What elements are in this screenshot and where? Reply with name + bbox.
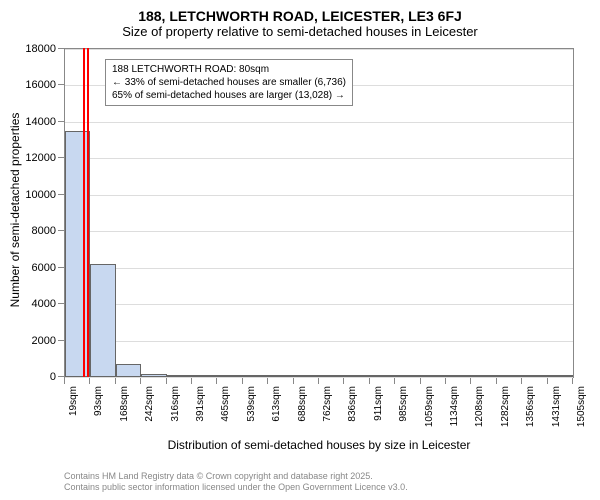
gridline [65, 304, 573, 305]
x-tick-mark [89, 378, 90, 384]
chart-title: 188, LETCHWORTH ROAD, LEICESTER, LE3 6FJ [0, 0, 600, 24]
x-tick-label: 762sqm [322, 386, 333, 422]
x-tick-label: 19sqm [68, 386, 79, 416]
x-tick-label: 465sqm [220, 386, 231, 422]
chart-container: 188, LETCHWORTH ROAD, LEICESTER, LE3 6FJ… [0, 0, 600, 500]
x-tick-mark [394, 378, 395, 384]
x-tick-mark [64, 378, 65, 384]
y-tick-label: 4000 [6, 298, 56, 310]
x-tick-label: 688sqm [297, 386, 308, 422]
gridline [65, 341, 573, 342]
x-tick-mark [115, 378, 116, 384]
y-tick-label: 8000 [6, 225, 56, 237]
x-tick-label: 1431sqm [551, 386, 562, 427]
histogram-bar [548, 375, 573, 377]
y-tick-label: 12000 [6, 152, 56, 164]
y-tick-label: 10000 [6, 189, 56, 201]
y-tick-label: 2000 [6, 335, 56, 347]
footer-line-1: Contains HM Land Registry data © Crown c… [64, 471, 408, 483]
histogram-bar [421, 375, 446, 377]
x-tick-label: 911sqm [373, 386, 384, 421]
x-tick-mark [547, 378, 548, 384]
histogram-bar [192, 375, 217, 377]
histogram-bar [497, 375, 522, 377]
gridline [65, 122, 573, 123]
y-tick-label: 0 [6, 371, 56, 383]
y-tick-label: 6000 [6, 262, 56, 274]
histogram-bar [522, 375, 547, 377]
histogram-bar [141, 374, 166, 377]
x-tick-label: 168sqm [119, 386, 130, 422]
x-tick-mark [420, 378, 421, 384]
histogram-bar [217, 375, 242, 377]
x-tick-label: 1356sqm [525, 386, 536, 427]
x-tick-mark [242, 378, 243, 384]
x-tick-mark [369, 378, 370, 384]
y-tick-label: 16000 [6, 79, 56, 91]
gridline [65, 49, 573, 50]
histogram-bar [446, 375, 471, 377]
x-tick-label: 1282sqm [500, 386, 511, 427]
x-tick-mark [293, 378, 294, 384]
gridline [65, 158, 573, 159]
x-tick-mark [445, 378, 446, 384]
x-tick-mark [470, 378, 471, 384]
histogram-bar [116, 364, 141, 377]
x-tick-mark [343, 378, 344, 384]
x-axis-label: Distribution of semi-detached houses by … [64, 438, 574, 452]
histogram-bar [344, 375, 369, 377]
histogram-bar [370, 375, 395, 377]
histogram-bar [471, 375, 496, 377]
gridline [65, 268, 573, 269]
x-tick-label: 1134sqm [449, 386, 460, 426]
histogram-bar [395, 375, 420, 377]
x-tick-mark [191, 378, 192, 384]
gridline [65, 231, 573, 232]
annotation-line: ← 33% of semi-detached houses are smalle… [112, 76, 346, 89]
gridline [65, 195, 573, 196]
x-tick-mark [267, 378, 268, 384]
x-tick-label: 1059sqm [424, 386, 435, 427]
y-axis: 0200040006000800010000120001400016000180… [0, 48, 64, 378]
chart-subtitle: Size of property relative to semi-detach… [0, 24, 600, 43]
x-tick-label: 985sqm [398, 386, 409, 422]
x-tick-label: 93sqm [93, 386, 104, 416]
highlight-marker [83, 48, 89, 377]
plot-area: 188 LETCHWORTH ROAD: 80sqm← 33% of semi-… [64, 48, 574, 378]
x-tick-mark [318, 378, 319, 384]
y-tick-label: 18000 [6, 43, 56, 55]
y-tick-label: 14000 [6, 116, 56, 128]
footer-line-2: Contains public sector information licen… [64, 482, 408, 494]
x-tick-label: 613sqm [271, 386, 282, 422]
annotation-line: 65% of semi-detached houses are larger (… [112, 89, 346, 102]
x-tick-label: 316sqm [170, 386, 181, 422]
histogram-bar [243, 375, 268, 377]
histogram-bar [294, 375, 319, 377]
x-tick-mark [572, 378, 573, 384]
chart-footer: Contains HM Land Registry data © Crown c… [64, 471, 408, 494]
histogram-bar [167, 375, 192, 377]
x-tick-label: 836sqm [347, 386, 358, 422]
annotation-line: 188 LETCHWORTH ROAD: 80sqm [112, 63, 346, 76]
annotation-box: 188 LETCHWORTH ROAD: 80sqm← 33% of semi-… [105, 59, 353, 106]
x-tick-mark [521, 378, 522, 384]
x-tick-mark [216, 378, 217, 384]
histogram-bar [319, 375, 344, 377]
x-tick-label: 1208sqm [474, 386, 485, 427]
histogram-bar [268, 375, 293, 377]
x-tick-label: 539sqm [246, 386, 257, 422]
x-tick-label: 391sqm [195, 386, 206, 422]
histogram-bar [90, 264, 115, 377]
x-tick-mark [166, 378, 167, 384]
x-tick-label: 1505sqm [576, 386, 587, 427]
x-tick-mark [496, 378, 497, 384]
x-tick-mark [140, 378, 141, 384]
x-tick-label: 242sqm [144, 386, 155, 422]
